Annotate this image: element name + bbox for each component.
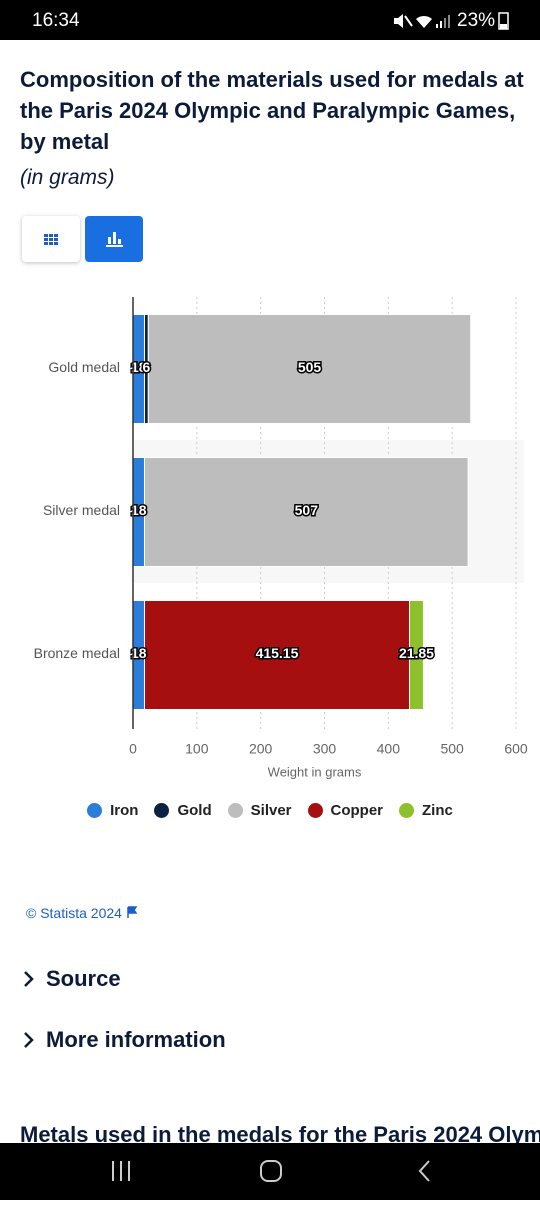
copyright-text: © Statista 2024: [26, 905, 122, 921]
next-heading-text: Metals used in the medals for the Paris …: [20, 1122, 540, 1143]
next-heading: Metals used in the medals for the Paris …: [20, 1122, 540, 1143]
legend-label: Copper: [330, 802, 384, 819]
y-tick-label: Bronze medal: [34, 645, 120, 661]
x-tick-label: 100: [185, 741, 209, 757]
source-link[interactable]: Source: [22, 966, 121, 992]
chart-icon: [106, 232, 123, 247]
x-tick-label: 400: [377, 741, 401, 757]
chevron: [24, 971, 34, 987]
bar-segment: [143, 457, 469, 567]
clock: 16:34: [32, 10, 80, 31]
bar-segment: [147, 314, 472, 424]
bar-segment: [408, 600, 424, 710]
y-tick-label: Gold medal: [48, 359, 120, 375]
x-axis-title: Weight in grams: [268, 764, 362, 779]
data-label: 507: [295, 502, 319, 518]
nav-icons: [112, 1160, 430, 1182]
data-label: 505: [298, 359, 322, 375]
legend-label: Zinc: [422, 802, 453, 819]
x-tick-label: 0: [129, 741, 137, 757]
data-label: 18: [131, 502, 147, 518]
battery-icon: [498, 12, 509, 30]
nav-bar: [0, 1143, 540, 1200]
bar-segment: [143, 600, 410, 710]
data-label: 21.85: [399, 645, 434, 661]
chart: 0 100 200 300 400 500 600 Weight in grams Gold m…: [34, 297, 528, 779]
legend-item[interactable]: Zinc: [399, 802, 453, 819]
y-tick-label: Silver medal: [43, 502, 120, 518]
source-text: Source: [46, 966, 121, 991]
legend-item[interactable]: Silver: [227, 802, 292, 819]
legend-label: Silver: [250, 802, 292, 819]
data-label: 18: [131, 645, 147, 661]
legend-label: Iron: [110, 802, 139, 819]
table-icon: [44, 234, 58, 245]
x-tick-label: 300: [313, 741, 337, 757]
legend-swatch: [227, 803, 243, 818]
legend-swatch: [154, 803, 170, 818]
more-info-link[interactable]: More information: [22, 1027, 226, 1053]
legend-swatch: [307, 803, 323, 818]
legend-swatch: [87, 803, 103, 818]
chevron: [24, 1032, 34, 1048]
copyright[interactable]: © Statista 2024: [26, 905, 138, 921]
chart-view-button[interactable]: [85, 216, 143, 262]
data-label: 415.15: [256, 645, 299, 661]
legend-item[interactable]: Iron: [87, 802, 138, 819]
chart-title: Composition of the materials used for me…: [20, 67, 524, 154]
legend-swatch: [399, 803, 415, 818]
legend-item[interactable]: Copper: [307, 802, 384, 819]
legend-item[interactable]: Gold: [154, 802, 212, 819]
data-label: 18: [131, 359, 147, 375]
legend: Iron Gold Silver Copper Zinc: [0, 802, 540, 819]
battery-text: 23%: [457, 10, 496, 31]
x-tick-label: 500: [440, 741, 464, 757]
more-info-text: More information: [46, 1027, 226, 1052]
status-bar: 16:34 23%: [0, 0, 540, 40]
chart-subtitle: (in grams): [20, 166, 115, 189]
flag-icon: [127, 906, 138, 918]
table-view-button[interactable]: [22, 216, 80, 262]
data-label: 6: [143, 359, 151, 375]
legend-label: Gold: [177, 802, 212, 819]
x-tick-label: 600: [504, 741, 528, 757]
status-icons: [394, 14, 450, 28]
x-tick-label: 200: [249, 741, 273, 757]
